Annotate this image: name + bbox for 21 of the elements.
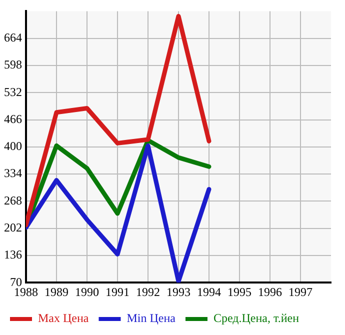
y-tick-label: 664	[4, 30, 22, 44]
y-tick-label: 268	[4, 193, 22, 208]
legend-label: Min Цена	[126, 311, 176, 326]
x-tick-label: 1993	[166, 284, 190, 299]
x-tick-label: 1994	[197, 284, 221, 299]
y-tick-label: 532	[4, 84, 22, 99]
legend-label: Max Цена	[38, 311, 90, 326]
y-tick-label: 400	[4, 139, 22, 154]
y-tick-label: 598	[4, 58, 22, 72]
y-tick-label: 466	[4, 112, 22, 126]
x-tick-label: 1990	[75, 284, 99, 299]
y-tick-label: 334	[4, 166, 22, 180]
legend-label: Сред.Цена, т.йен	[213, 311, 300, 326]
y-tick-label: 136	[4, 248, 22, 262]
x-tick-label: 1991	[106, 284, 130, 299]
x-tick-label: 1989	[44, 284, 68, 299]
y-tick-label: 202	[4, 220, 22, 234]
x-tick-label: 1995	[228, 284, 252, 299]
x-tick-label: 1997	[288, 284, 312, 299]
x-tick-label: 1992	[136, 284, 160, 299]
x-tick-label: 1996	[258, 284, 282, 299]
